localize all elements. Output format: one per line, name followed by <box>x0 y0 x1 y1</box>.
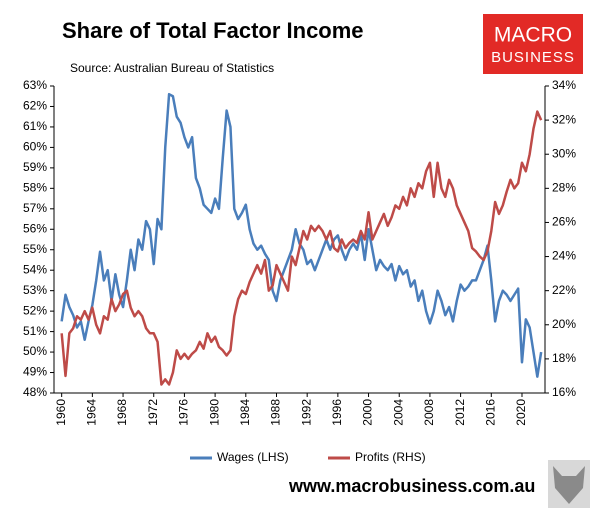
x-tick-label: 2012 <box>453 399 467 426</box>
y2-tick-label: 28% <box>552 181 576 195</box>
x-tick-label: 2008 <box>422 399 436 426</box>
chart-subtitle: Source: Australian Bureau of Statistics <box>70 61 274 75</box>
x-tick-label: 1996 <box>330 399 344 426</box>
y2-tick-label: 20% <box>552 317 576 331</box>
y2-tick-label: 18% <box>552 351 576 365</box>
x-tick-label: 2016 <box>483 399 497 426</box>
logo-text: BUSINESS <box>491 49 575 66</box>
y-tick-label: 49% <box>23 365 47 379</box>
y-tick-label: 51% <box>23 324 47 338</box>
x-tick-label: 2000 <box>361 399 375 426</box>
x-tick-label: 1964 <box>85 399 99 426</box>
logo-box <box>483 14 583 74</box>
logo-text: MACRO <box>494 24 572 47</box>
y2-tick-label: 32% <box>552 112 576 126</box>
y-tick-label: 54% <box>23 262 47 276</box>
y-tick-label: 61% <box>23 119 47 133</box>
x-tick-label: 1988 <box>269 399 283 426</box>
y-tick-label: 62% <box>23 99 47 113</box>
y2-tick-label: 22% <box>552 283 576 297</box>
chart-title: Share of Total Factor Income <box>62 18 364 43</box>
y2-tick-label: 26% <box>552 215 576 229</box>
x-tick-label: 1976 <box>177 399 191 426</box>
x-tick-label: 2020 <box>514 399 528 426</box>
y-tick-label: 52% <box>23 303 47 317</box>
x-tick-label: 1984 <box>238 399 252 426</box>
x-tick-label: 2004 <box>391 399 405 426</box>
y-tick-label: 48% <box>23 385 47 399</box>
y-tick-label: 59% <box>23 160 47 174</box>
y2-tick-label: 34% <box>552 78 576 92</box>
y-tick-label: 57% <box>23 201 47 215</box>
footer-url: www.macrobusiness.com.au <box>288 476 535 496</box>
series-line <box>60 92 543 378</box>
series-line <box>60 110 543 386</box>
y-tick-label: 60% <box>23 140 47 154</box>
y2-tick-label: 16% <box>552 385 576 399</box>
x-tick-label: 1980 <box>207 399 221 426</box>
x-tick-label: 1960 <box>54 399 68 426</box>
y-tick-label: 58% <box>23 181 47 195</box>
wolf-icon <box>548 460 590 508</box>
y-tick-label: 63% <box>23 78 47 92</box>
y-tick-label: 55% <box>23 242 47 256</box>
icon-shape <box>553 466 585 504</box>
x-tick-label: 1968 <box>115 399 129 426</box>
y2-tick-label: 24% <box>552 249 576 263</box>
legend-label: Wages (LHS) <box>217 450 289 464</box>
y-tick-label: 53% <box>23 283 47 297</box>
y-tick-label: 56% <box>23 221 47 235</box>
legend-label: Profits (RHS) <box>355 450 426 464</box>
y-tick-label: 50% <box>23 344 47 358</box>
x-tick-label: 1992 <box>299 399 313 426</box>
x-tick-label: 1972 <box>146 399 160 426</box>
y2-tick-label: 30% <box>552 146 576 160</box>
